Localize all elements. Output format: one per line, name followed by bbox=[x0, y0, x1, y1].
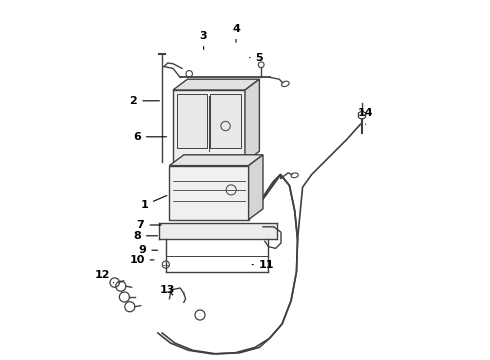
Bar bbox=[159, 223, 277, 239]
Text: 11: 11 bbox=[252, 260, 274, 270]
Text: 10: 10 bbox=[129, 255, 154, 265]
Text: 12: 12 bbox=[95, 270, 114, 283]
Text: 8: 8 bbox=[133, 231, 158, 241]
Text: 1: 1 bbox=[140, 195, 167, 210]
Polygon shape bbox=[245, 79, 259, 162]
Text: 2: 2 bbox=[129, 96, 159, 106]
Text: 3: 3 bbox=[200, 31, 207, 49]
Text: 5: 5 bbox=[249, 53, 263, 63]
Bar bbox=[170, 166, 248, 220]
Text: 13: 13 bbox=[160, 285, 175, 295]
Polygon shape bbox=[248, 155, 263, 220]
Text: 7: 7 bbox=[137, 220, 161, 230]
Text: 4: 4 bbox=[232, 24, 240, 42]
Bar bbox=[176, 94, 207, 148]
Text: 6: 6 bbox=[133, 132, 167, 142]
Bar bbox=[173, 90, 245, 162]
Polygon shape bbox=[170, 155, 263, 166]
Polygon shape bbox=[173, 79, 259, 90]
Bar bbox=[210, 94, 241, 148]
Text: 14: 14 bbox=[358, 108, 373, 124]
Text: 9: 9 bbox=[139, 245, 158, 255]
